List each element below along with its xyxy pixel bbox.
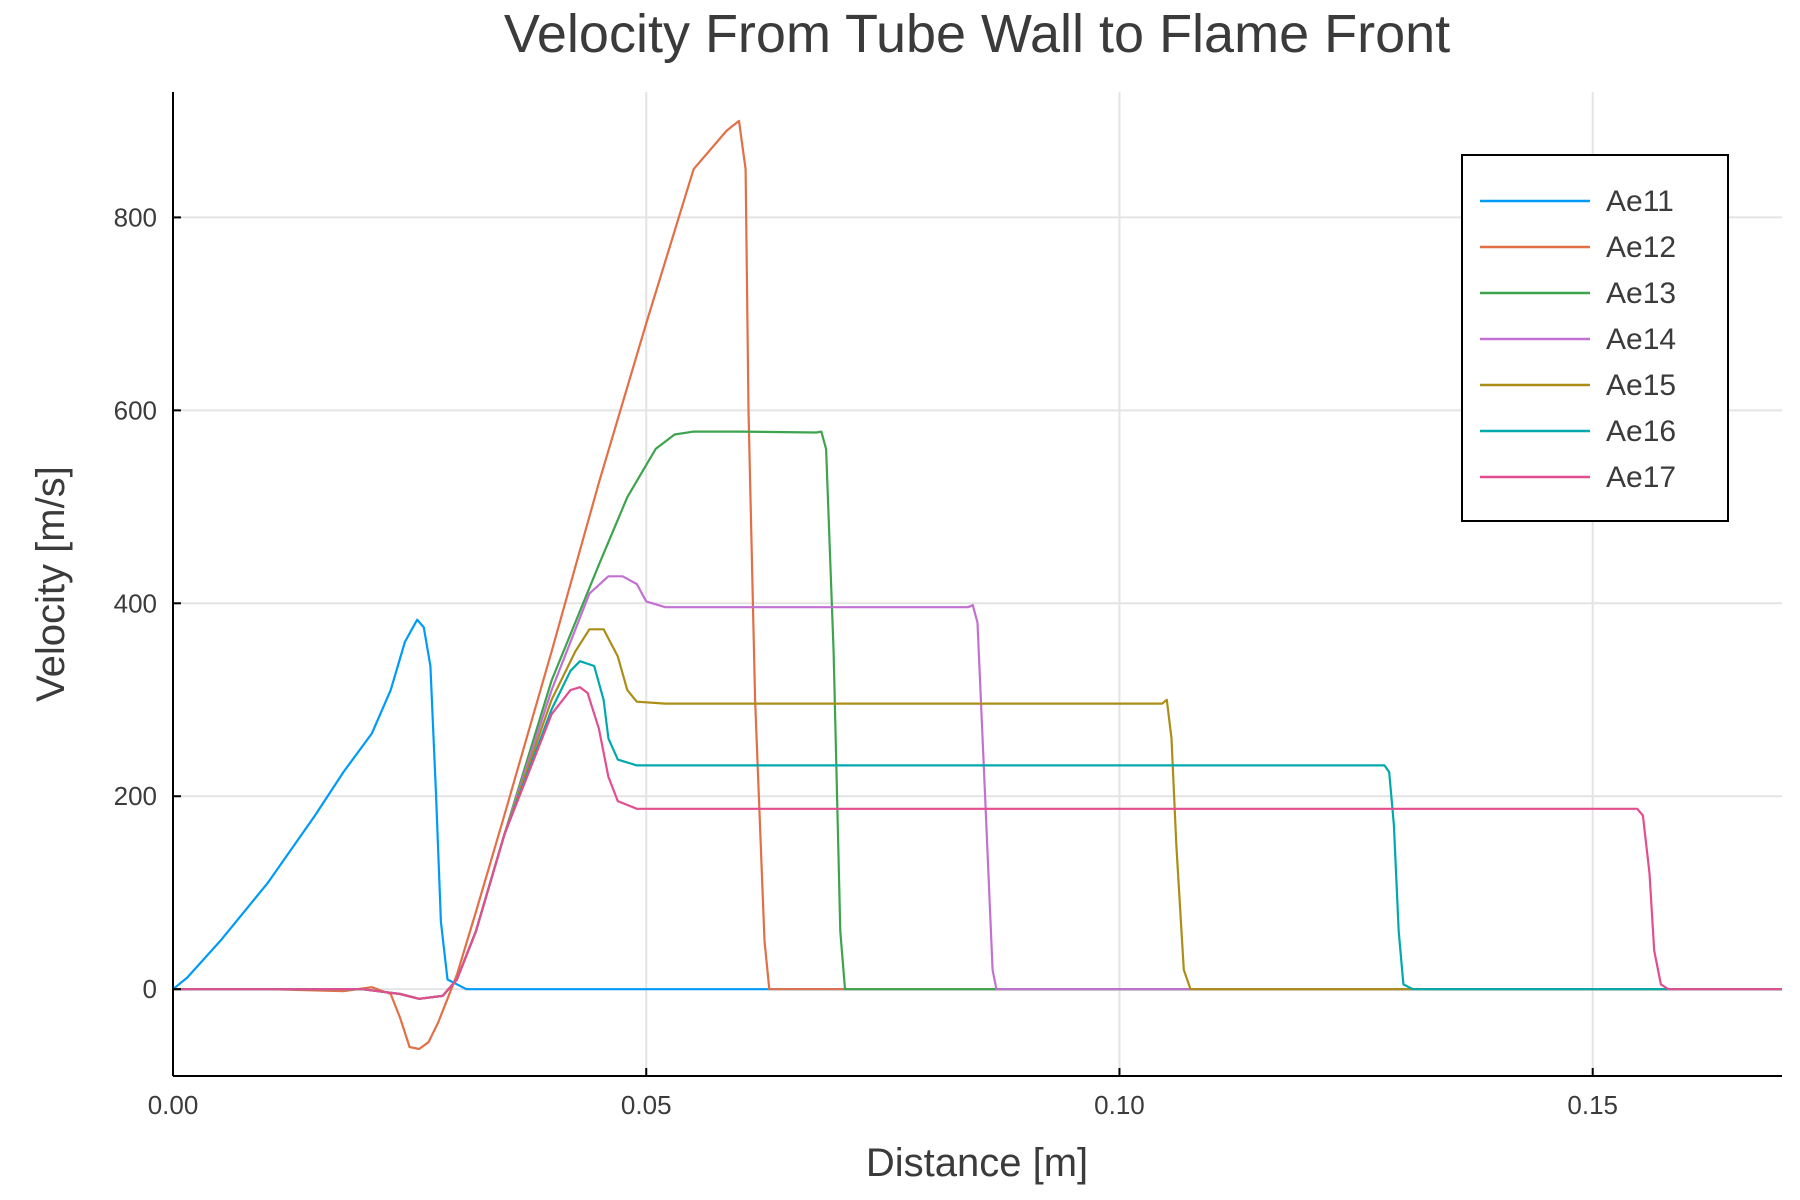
legend-label-ae13: Ae13	[1606, 277, 1676, 310]
series-layer	[172, 119, 1782, 1051]
legend: Ae11 Ae12 Ae13 Ae14 Ae15 Ae16 Ae17	[1461, 154, 1729, 522]
legend-label-ae14: Ae14	[1606, 323, 1676, 356]
y-tick-label: 800	[114, 202, 157, 232]
x-tick-label: 0.05	[621, 1090, 672, 1120]
y-tick-label: 200	[114, 781, 157, 811]
legend-label-ae16: Ae16	[1606, 415, 1676, 448]
legend-label-ae15: Ae15	[1606, 369, 1676, 402]
y-tick-label: 600	[114, 395, 157, 425]
chart-title: Velocity From Tube Wall to Flame Front	[504, 4, 1450, 64]
x-tick-label: 0.15	[1567, 1090, 1618, 1120]
series-line-ae17	[173, 686, 1782, 1000]
legend-items: Ae11 Ae12 Ae13 Ae14 Ae15 Ae16 Ae17	[1480, 185, 1676, 494]
x-tick-label: 0.10	[1094, 1090, 1145, 1120]
legend-label-ae11: Ae11	[1606, 185, 1674, 218]
x-axis-label: Distance [m]	[866, 1141, 1088, 1185]
y-tick-label: 400	[114, 588, 157, 618]
series-line-ae12	[173, 119, 1782, 1051]
y-tick-label: 0	[143, 974, 157, 1004]
y-axis-label: Velocity [m/s]	[29, 466, 73, 702]
series-line-ae11	[172, 618, 1782, 991]
tick-layer: 0.00 0.05 0.10 0.15 0 200 400 600 800	[114, 202, 1618, 1120]
axis-layer	[172, 92, 1782, 1077]
x-tick-label: 0.00	[148, 1090, 199, 1120]
legend-label-ae12: Ae12	[1606, 231, 1676, 264]
legend-label-ae17: Ae17	[1606, 461, 1676, 494]
